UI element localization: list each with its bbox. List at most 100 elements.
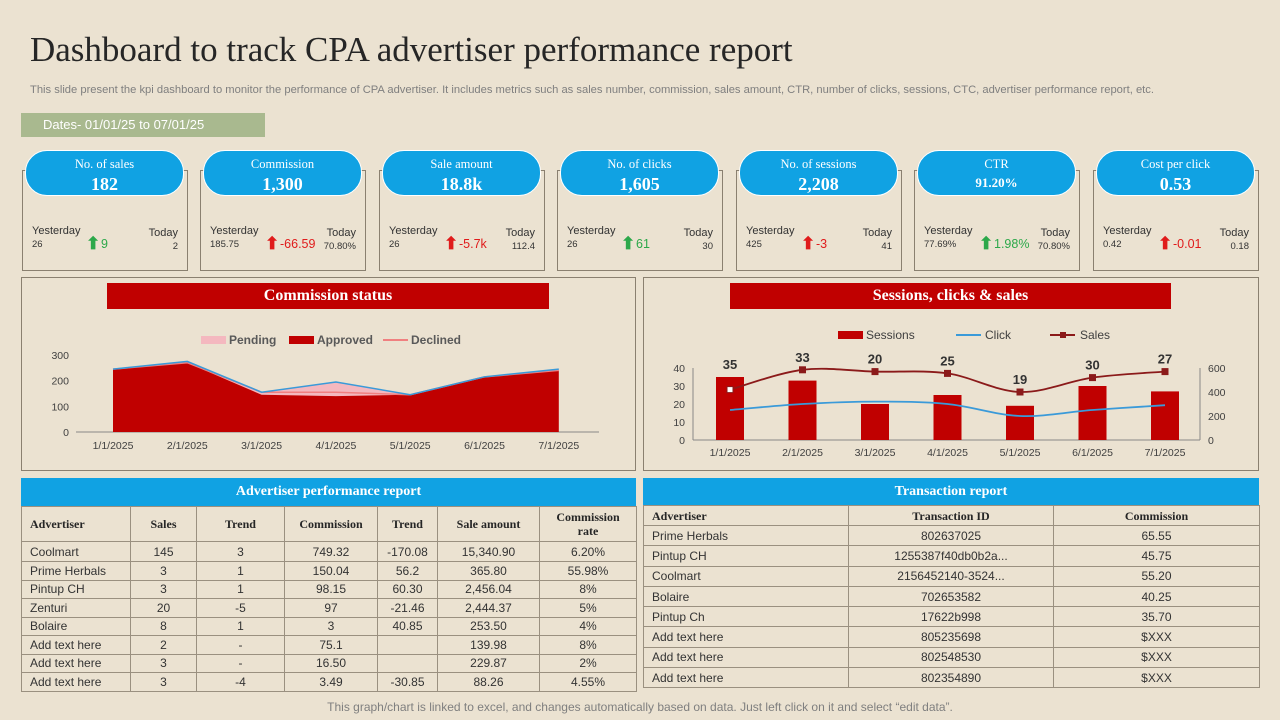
table-cell: 40.85 — [377, 616, 438, 636]
click-line — [729, 400, 1166, 418]
table-cell: Prime Herbals — [643, 524, 849, 547]
kpi-today-label: Today — [1219, 227, 1249, 239]
table-cell: Coolmart — [21, 541, 131, 562]
kpi-change: -66.59 — [280, 237, 316, 251]
table-cell: 365.80 — [437, 561, 540, 581]
table-cell: Add text here — [643, 626, 849, 648]
table-cell: Bolaire — [21, 616, 131, 636]
table-cell: 2,444.37 — [437, 598, 540, 618]
table-cell: 1255387f40db0b2a... — [848, 545, 1054, 567]
bar-value-label: 30 — [1085, 358, 1099, 373]
x-tick-label: 2/1/2025 — [167, 440, 208, 452]
table-cell: 55.98% — [539, 561, 637, 581]
table-cell: Pintup CH — [643, 545, 849, 567]
table-cell: 20 — [130, 598, 197, 618]
adv-header-cell: Sales — [130, 506, 197, 542]
table-row: Bolaire 702653582 40.25 — [643, 585, 1260, 608]
table-cell: 1 — [196, 561, 285, 581]
kpi-change: 9 — [101, 237, 108, 251]
legend-label: Declined — [411, 333, 461, 347]
table-cell — [377, 653, 438, 673]
x-tick-label: 1/1/2025 — [710, 447, 751, 459]
kpi-today-value: 70.80% — [1037, 241, 1070, 252]
kpi-today-label: Today — [683, 227, 713, 239]
kpi-yesterday-label: Yesterday — [210, 225, 259, 237]
table-cell: 253.50 — [437, 616, 540, 636]
x-tick-label: 4/1/2025 — [927, 447, 968, 459]
kpi-label: Commission — [250, 157, 315, 171]
table-cell: 8% — [539, 579, 637, 599]
tx-header-cell: Commission — [1053, 505, 1260, 526]
kpi-pill-1: Commission 1,300 — [203, 150, 362, 196]
sales-point — [1161, 368, 1169, 376]
legend-swatch-sessions — [838, 331, 863, 339]
y-tick-label: 0 — [63, 427, 69, 439]
bar-value-label: 25 — [940, 353, 954, 368]
kpi-label: Cost per click — [1140, 157, 1211, 171]
kpi-yesterday-value: 26 — [32, 239, 43, 250]
table-row: Coolmart 145 3 749.32 -170.08 15,340.90 6.20% — [21, 541, 637, 562]
approved-area — [113, 362, 559, 432]
arrow-up-icon: ⬆ — [621, 234, 636, 253]
table-cell: Add text here — [21, 635, 131, 655]
table-cell: 3 — [284, 616, 378, 636]
kpi-pill-4: No. of sessions 2,208 — [739, 150, 898, 196]
advertiser-report-title: Advertiser performance report — [21, 478, 636, 506]
adv-header-cell: Commission — [284, 506, 378, 542]
table-row: Zenturi 20 -5 97 -21.46 2,444.37 5% — [21, 598, 637, 618]
sessions-bar — [1151, 391, 1179, 440]
table-row: Add text here 802354890 $XXX — [643, 667, 1260, 689]
sales-point — [1016, 388, 1024, 396]
sessions-clicks-sales-panel — [643, 277, 1259, 471]
total-line — [112, 360, 559, 396]
table-row: Prime Herbals 3 1 150.04 56.2 365.80 55.98% — [21, 561, 637, 581]
table-cell: - — [196, 635, 285, 655]
table-cell: -21.46 — [377, 598, 438, 618]
sessions-bar — [933, 395, 962, 440]
table-cell: 702653582 — [848, 585, 1054, 608]
kpi-yesterday-value: 185.75 — [210, 239, 240, 250]
sales-point — [1089, 374, 1096, 382]
kpi-value: 18.8k — [440, 174, 483, 194]
legend-swatch-approved — [289, 336, 314, 344]
bar-value-label: 35 — [723, 357, 737, 372]
kpi-change: -3 — [816, 237, 828, 251]
arrow-down-icon: ⬆ — [444, 234, 459, 253]
kpi-today-value: 70.80% — [323, 241, 356, 252]
commission-status-chart[interactable]: Pending Approved Declined 0 100 200 300 1/1/202… — [21, 320, 636, 470]
table-cell: 802548530 — [848, 646, 1054, 669]
kpi-value: 1,300 — [262, 174, 303, 194]
kpi-today-label: Today — [326, 227, 356, 239]
kpi-yesterday-value: 425 — [746, 239, 762, 250]
table-cell: 88.26 — [437, 672, 540, 692]
kpi-yesterday-label: Yesterday — [1103, 225, 1152, 237]
table-cell: 8 — [130, 616, 197, 636]
x-tick-label: 7/1/2025 — [1145, 447, 1186, 459]
kpi-today-value: 112.4 — [511, 241, 535, 252]
sessions-clicks-sales-title: Sessions, clicks & sales — [730, 283, 1171, 309]
y-left-tick-label: 20 — [673, 399, 685, 411]
kpi-card-1: Yesterday 185.75 Today 70.80% ⬆ -66.59 — [200, 170, 366, 271]
bar-value-label: 20 — [868, 352, 882, 367]
table-cell: 55.20 — [1053, 565, 1260, 587]
kpi-change: 1.98% — [994, 237, 1030, 251]
table-cell: Bolaire — [643, 585, 849, 608]
table-cell: 229.87 — [437, 653, 540, 673]
kpi-yesterday-value: 77.69% — [924, 239, 957, 250]
table-cell — [377, 635, 438, 655]
advertiser-report-table: Advertiser Sales Trend Commission Trend Sale … — [21, 506, 637, 692]
kpi-today-value: 0.18 — [1230, 241, 1250, 252]
legend-swatch-pending — [201, 336, 226, 344]
table-cell: -30.85 — [377, 672, 438, 692]
kpi-label: No. of clicks — [607, 157, 672, 171]
kpi-yesterday-value: 26 — [567, 239, 578, 250]
kpi-label: No. of sessions — [780, 157, 857, 171]
arrow-down-icon: ⬆ — [801, 234, 816, 253]
table-cell: 2156452140-3524... — [848, 565, 1054, 587]
y-right-tick-label: 400 — [1208, 387, 1226, 399]
x-tick-label: 5/1/2025 — [1000, 447, 1041, 459]
y-right-tick-label: 0 — [1208, 435, 1214, 447]
table-cell: Prime Herbals — [21, 561, 131, 581]
legend-marker-sales — [1060, 332, 1066, 338]
